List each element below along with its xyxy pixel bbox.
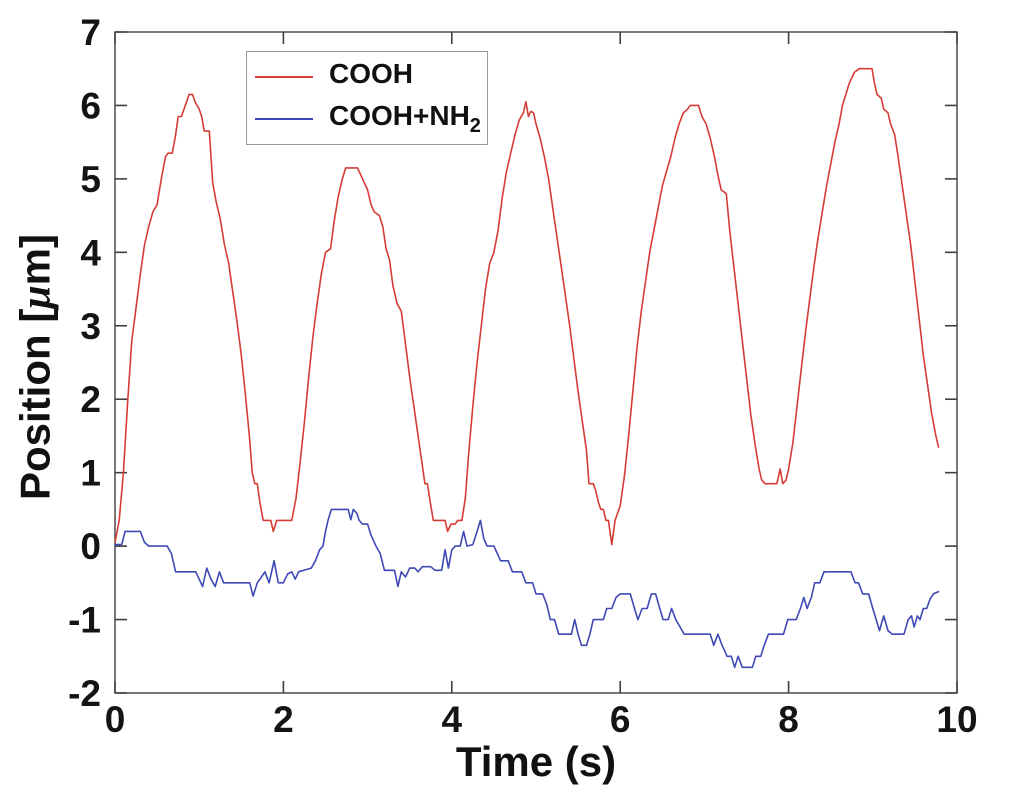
x-tick-label: 8 [778, 699, 799, 740]
x-tick-labels: 0 2 4 6 8 10 [105, 699, 978, 740]
y-tick-label: 7 [80, 12, 101, 53]
y-tick-label: 5 [80, 159, 101, 200]
legend-label-cooh: COOH [329, 58, 413, 89]
x-tick-label: 2 [273, 699, 294, 740]
y-tick-label: 6 [80, 85, 101, 126]
x-tick-label: 0 [105, 699, 126, 740]
x-tick-label: 6 [610, 699, 631, 740]
x-tick-label: 4 [442, 699, 463, 740]
legend-line-red [255, 76, 313, 78]
series-line-cooh [114, 67, 940, 546]
mu-symbol: μ [13, 285, 60, 309]
x-axis-label: Time (s) [455, 738, 617, 785]
y-tick-label: 1 [80, 453, 101, 494]
y-tick-label: 3 [80, 306, 101, 347]
legend-line-blue [255, 118, 313, 120]
y-tick-labels: -2 -1 0 1 2 3 4 5 6 7 [68, 12, 101, 714]
axes-box [114, 31, 958, 694]
y-tick-label: 2 [80, 379, 101, 420]
series-line-cooh-nh2 [114, 508, 940, 669]
legend-label-cooh-nh2: COOH+NH2 [329, 100, 481, 137]
legend-entry-cooh-nh2: COOH+NH2 [255, 98, 487, 140]
y-axis-label-suffix: m] [11, 233, 59, 286]
y-tick-label: 4 [80, 232, 101, 273]
y-tick-label: 0 [80, 526, 101, 567]
tick-marks [114, 31, 958, 694]
x-tick-label: 10 [936, 699, 977, 740]
y-axis-label-prefix: Position [ [11, 308, 59, 501]
legend-entry-cooh: COOH [255, 56, 487, 98]
y-tick-label: -1 [68, 600, 101, 641]
y-tick-label: -2 [68, 673, 101, 714]
y-axis-label: Position [μm] [12, 234, 61, 500]
legend: COOH COOH+NH2 [246, 51, 488, 145]
